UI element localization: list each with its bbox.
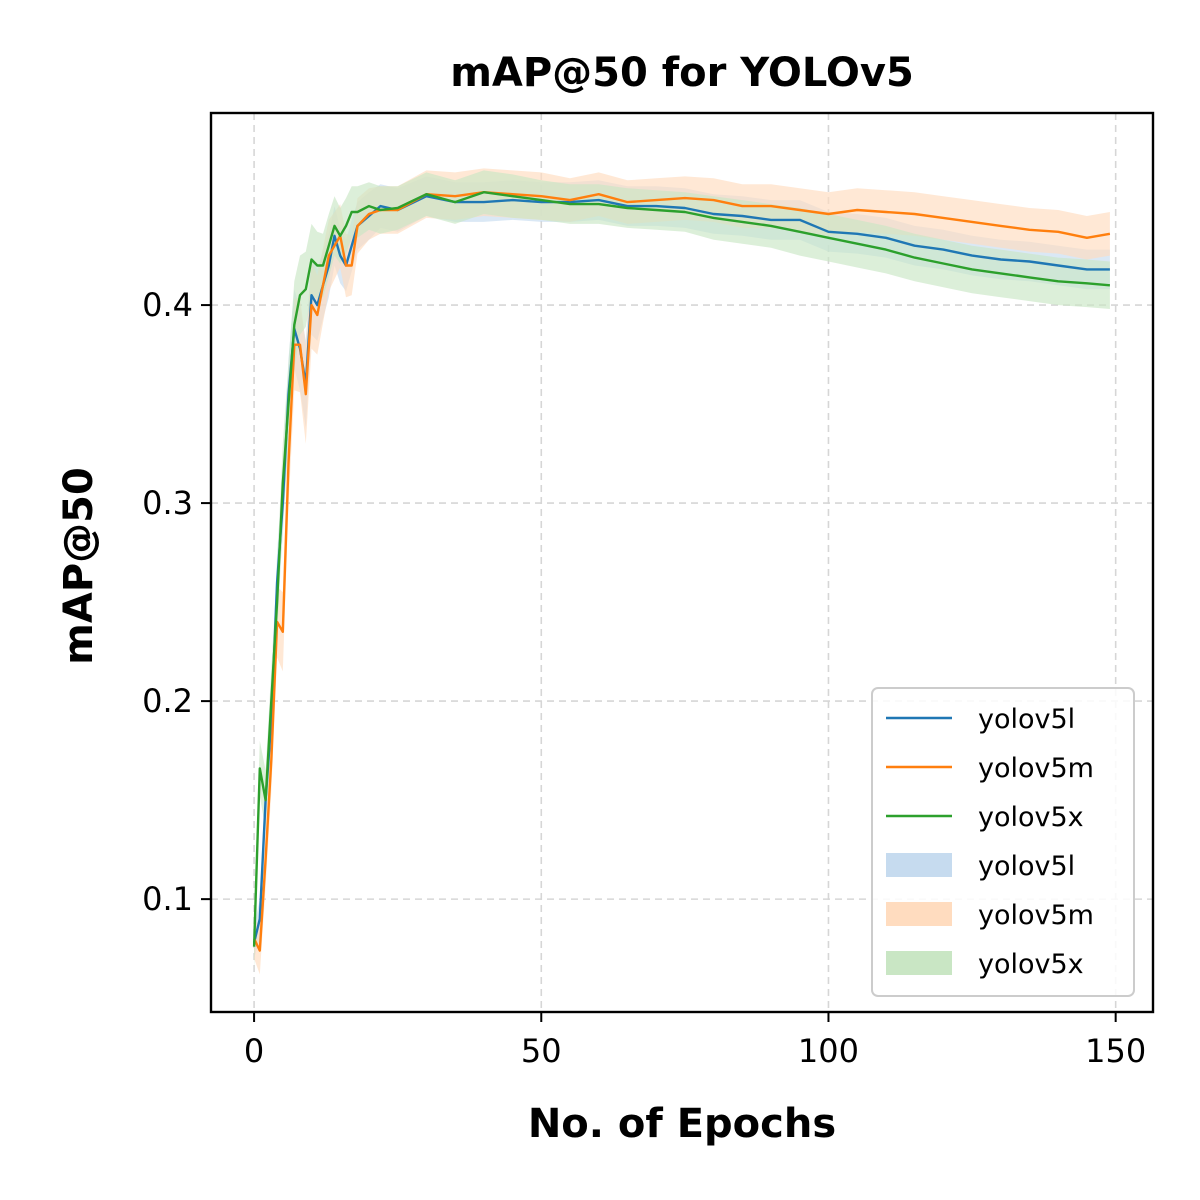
y-tick-label: 0.2 bbox=[142, 682, 193, 720]
y-tick-label: 0.3 bbox=[142, 484, 193, 522]
legend-band-label-yolov5x: yolov5x bbox=[978, 949, 1084, 980]
chart-title: mAP@50 for YOLOv5 bbox=[450, 50, 914, 96]
line-yolov5m bbox=[253, 191, 1111, 952]
x-tick-label: 50 bbox=[521, 1032, 562, 1070]
x-axis-ticks: 0 50 100 150 bbox=[244, 1012, 1146, 1070]
legend-line-label-yolov5m: yolov5m bbox=[978, 753, 1094, 784]
legend-band-label-yolov5l: yolov5l bbox=[978, 851, 1075, 882]
x-tick-label: 150 bbox=[1085, 1032, 1146, 1070]
legend-band-swatch-yolov5m bbox=[886, 902, 952, 926]
legend-band-swatch-yolov5x bbox=[886, 951, 952, 975]
plot-frame bbox=[209, 111, 1155, 1014]
legend-line-label-yolov5l: yolov5l bbox=[978, 704, 1075, 735]
x-gridlines bbox=[253, 113, 1117, 1012]
legend-band-label-yolov5m: yolov5m bbox=[978, 900, 1094, 931]
line-yolov5x bbox=[252, 191, 1111, 947]
y-tick-label: 0.4 bbox=[142, 286, 193, 324]
x-tick-label: 100 bbox=[798, 1032, 859, 1070]
series-lines bbox=[252, 191, 1111, 952]
legend-line-label-yolov5x: yolov5x bbox=[978, 802, 1084, 833]
x-axis-label: No. of Epochs bbox=[528, 1101, 836, 1147]
legend: yolov5l yolov5m yolov5x yolov5l yolov5m … bbox=[871, 687, 1135, 997]
x-tick-label: 0 bbox=[244, 1032, 264, 1070]
y-axis-ticks: 0.1 0.2 0.3 0.4 bbox=[142, 286, 211, 918]
y-axis-label: mAP@50 bbox=[56, 467, 102, 665]
y-tick-label: 0.1 bbox=[142, 880, 193, 918]
legend-band-swatch-yolov5l bbox=[886, 853, 952, 877]
